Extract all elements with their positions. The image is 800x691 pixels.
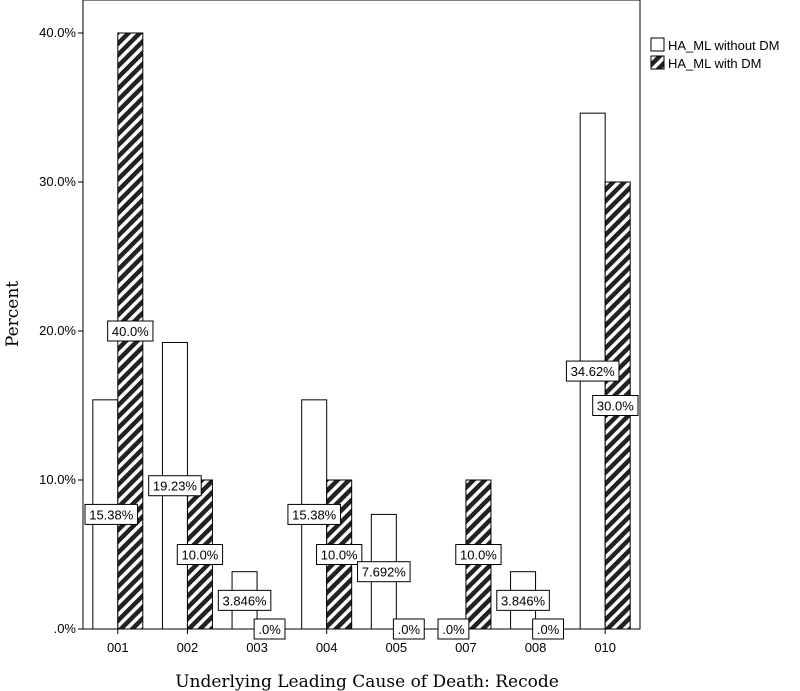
data-label-text: 3.846% bbox=[501, 593, 546, 608]
data-label-box bbox=[217, 589, 272, 611]
data-label-text: 19.23% bbox=[153, 479, 198, 494]
data-label-box bbox=[107, 320, 154, 342]
data-label-without-dm-010: 34.62% bbox=[565, 360, 620, 382]
y-tick-label: .0% bbox=[54, 621, 77, 636]
data-label-box bbox=[437, 618, 470, 640]
data-label-with-dm-002: 10.0% bbox=[176, 544, 224, 565]
x-tick-label: 010 bbox=[594, 640, 616, 655]
data-label-without-dm-008: 3.846% bbox=[496, 589, 550, 611]
data-label-box bbox=[565, 360, 620, 382]
y-axis: .0% 10.0% 20.0% 30.0% 40.0% bbox=[39, 25, 83, 636]
x-tick-label: 008 bbox=[525, 640, 547, 655]
y-axis-title: Percent bbox=[3, 281, 23, 347]
data-label-text: 10.0% bbox=[321, 548, 358, 563]
x-axis-title: Underlying Leading Cause of Death: Recod… bbox=[175, 672, 559, 691]
data-label-box bbox=[316, 544, 363, 565]
y-tick-label: 30.0% bbox=[39, 174, 76, 189]
data-label-without-dm-005: 7.692% bbox=[357, 561, 411, 583]
data-label-with-dm-003: .0% bbox=[253, 618, 286, 640]
data-label-box bbox=[392, 618, 425, 640]
x-tick-label: 004 bbox=[316, 640, 338, 655]
data-label-without-dm-007: .0% bbox=[437, 618, 470, 640]
legend: HA_ML without DM HA_ML with DM bbox=[650, 37, 780, 71]
data-label-box bbox=[287, 503, 341, 525]
data-label-without-dm-004: 15.38% bbox=[287, 503, 341, 525]
data-label-with-dm-008: .0% bbox=[532, 618, 564, 640]
data-label-text: 34.62% bbox=[571, 364, 616, 379]
data-label-without-dm-002: 19.23% bbox=[148, 475, 202, 497]
data-label-text: 10.0% bbox=[460, 548, 497, 563]
data-label-with-dm-007: 10.0% bbox=[455, 544, 502, 565]
data-label-text: .0% bbox=[398, 622, 421, 637]
x-tick-label: 001 bbox=[107, 640, 129, 655]
data-label-box bbox=[455, 544, 502, 565]
x-tick-label: 002 bbox=[177, 640, 199, 655]
data-label-with-dm-005: .0% bbox=[392, 618, 425, 640]
legend-swatch-with-dm bbox=[650, 55, 665, 70]
data-label-box bbox=[148, 475, 202, 497]
y-tick-label: 40.0% bbox=[39, 25, 76, 40]
data-label-text: 10.0% bbox=[182, 548, 219, 563]
data-label-text: .0% bbox=[442, 622, 465, 637]
data-label-with-dm-001: 40.0% bbox=[107, 320, 154, 342]
data-label-box bbox=[592, 395, 639, 416]
data-label-box bbox=[532, 618, 564, 640]
data-label-with-dm-004: 10.0% bbox=[316, 544, 363, 565]
data-label-box bbox=[176, 544, 224, 565]
y-tick-label: 20.0% bbox=[39, 323, 76, 338]
y-tick-label: 10.0% bbox=[39, 472, 76, 487]
legend-swatch-without-dm bbox=[650, 37, 665, 52]
data-label-box bbox=[84, 503, 139, 525]
data-label-text: 30.0% bbox=[597, 399, 634, 414]
legend-label-with-dm: HA_ML with DM bbox=[668, 56, 761, 71]
legend-label-without-dm: HA_ML without DM bbox=[668, 38, 780, 53]
x-tick-label: 003 bbox=[246, 640, 268, 655]
data-label-without-dm-003: 3.846% bbox=[217, 589, 272, 611]
data-label-without-dm-001: 15.38% bbox=[84, 503, 139, 525]
data-label-text: 3.846% bbox=[223, 593, 268, 608]
data-label-text: 15.38% bbox=[89, 507, 134, 522]
x-tick-label: 007 bbox=[455, 640, 477, 655]
data-label-with-dm-010: 30.0% bbox=[592, 395, 639, 416]
data-labels: 15.38% 40.0% 19.23% 10.0% 3.846% .0% 15.38% 10.… bbox=[84, 320, 639, 640]
data-label-text: 40.0% bbox=[112, 324, 149, 339]
x-tick-label: 005 bbox=[385, 640, 407, 655]
data-label-text: .0% bbox=[537, 622, 560, 637]
data-label-text: 7.692% bbox=[362, 565, 407, 580]
data-label-box bbox=[253, 618, 286, 640]
data-label-text: .0% bbox=[258, 622, 281, 637]
data-label-box bbox=[496, 589, 550, 611]
data-label-text: 15.38% bbox=[292, 507, 337, 522]
data-label-box bbox=[357, 561, 411, 583]
